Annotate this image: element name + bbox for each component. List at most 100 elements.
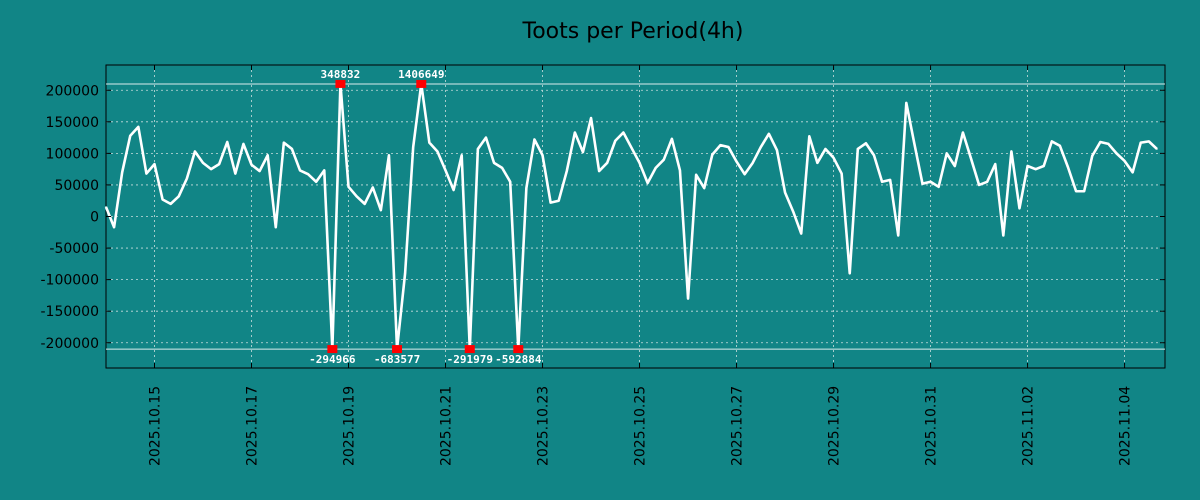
data-point [598, 170, 600, 172]
data-point [800, 232, 803, 235]
data-point [1139, 141, 1142, 144]
data-point [582, 151, 584, 153]
data-point [970, 157, 972, 160]
data-point [1148, 140, 1150, 143]
y-axis-ticks: -200000 -150000 -100000 -50000 0 50000 100000 1… [41, 83, 1165, 352]
data-point [234, 172, 237, 175]
data-point [776, 149, 778, 152]
data-point [153, 163, 156, 165]
data-point [177, 195, 180, 198]
data-point [832, 156, 835, 159]
data-point [137, 126, 140, 128]
data-point [945, 152, 948, 155]
data-point [646, 182, 649, 184]
data-point [533, 138, 536, 141]
data-point [380, 209, 382, 211]
y-tick-label: 150000 [46, 115, 99, 131]
data-point [921, 182, 924, 185]
data-point [590, 117, 592, 119]
data-point [444, 169, 447, 172]
data-point [784, 191, 786, 194]
data-point [1026, 165, 1029, 167]
data-point [662, 158, 665, 161]
data-point [355, 195, 358, 198]
data-point [274, 226, 277, 229]
data-point [768, 133, 770, 135]
x-tick-label: 2025.11.04 [1118, 386, 1134, 466]
data-point [1123, 160, 1126, 162]
data-point [250, 163, 253, 166]
data-point [291, 148, 293, 150]
data-point [557, 199, 560, 202]
data-point [226, 141, 229, 143]
data-point [113, 226, 115, 229]
data-point [954, 165, 956, 167]
data-point [299, 169, 301, 172]
data-point [1107, 143, 1110, 145]
data-point [978, 184, 980, 186]
data-point [751, 162, 754, 164]
y-tick-label: -100000 [41, 273, 100, 289]
x-tick-label: 2025.10.19 [342, 386, 358, 466]
data-point [937, 186, 940, 188]
data-point [541, 154, 544, 157]
data-point [614, 139, 617, 142]
data-point [905, 102, 908, 104]
data-point [509, 180, 511, 183]
annotation-label: -294966 [309, 353, 356, 366]
data-point [711, 153, 714, 156]
data-point [929, 180, 932, 183]
data-point [913, 143, 916, 145]
x-tick-label: 2025.10.23 [536, 386, 552, 466]
data-point [525, 187, 528, 189]
x-tick-label: 2025.10.17 [245, 386, 261, 466]
data-point [242, 143, 245, 145]
data-point [347, 186, 350, 188]
data-point [493, 162, 495, 164]
clip-marker [513, 345, 524, 354]
data-point [404, 272, 406, 275]
annotation-label: 348832 [321, 68, 361, 81]
data-point [218, 163, 220, 165]
data-point [1034, 168, 1037, 170]
data-point [169, 203, 172, 205]
data-point [630, 146, 633, 149]
data-point [703, 187, 706, 189]
data-point [371, 186, 374, 189]
data-point [549, 201, 552, 204]
data-point [1042, 165, 1045, 167]
x-axis-ticks: 2025.10.15 2025.10.17 2025.10.19 2025.10.21… [148, 65, 1134, 466]
data-point [194, 150, 196, 153]
data-point [695, 174, 697, 176]
data-point [1075, 190, 1077, 193]
data-point [687, 297, 689, 300]
data-point [121, 171, 123, 174]
data-point [1010, 150, 1013, 153]
series-layer [104, 82, 1158, 351]
data-point [1083, 190, 1085, 193]
data-point [735, 160, 738, 163]
data-point [840, 172, 843, 175]
y-tick-label: -50000 [49, 241, 99, 257]
data-point [315, 180, 317, 183]
data-point [501, 167, 503, 169]
data-point [307, 173, 309, 176]
annotation-label: -683577 [374, 353, 420, 366]
clip-lines [106, 83, 1165, 350]
data-point [865, 142, 867, 145]
annotation-markers: -294966 348832 -683577 1406649 -291979 -59288… [309, 68, 542, 366]
data-point [452, 189, 455, 191]
data-point [477, 148, 479, 150]
clip-marker [464, 345, 475, 354]
data-point [363, 203, 366, 205]
clip-marker [335, 79, 346, 88]
data-point [283, 141, 285, 144]
data-point [1131, 171, 1134, 174]
data-point [388, 154, 390, 157]
data-point [323, 169, 326, 172]
data-point [1002, 234, 1005, 237]
data-point [202, 162, 204, 164]
annotation-label: -592884 [495, 353, 542, 366]
data-point [1156, 148, 1158, 150]
annotation-label: 1406649 [398, 68, 444, 81]
